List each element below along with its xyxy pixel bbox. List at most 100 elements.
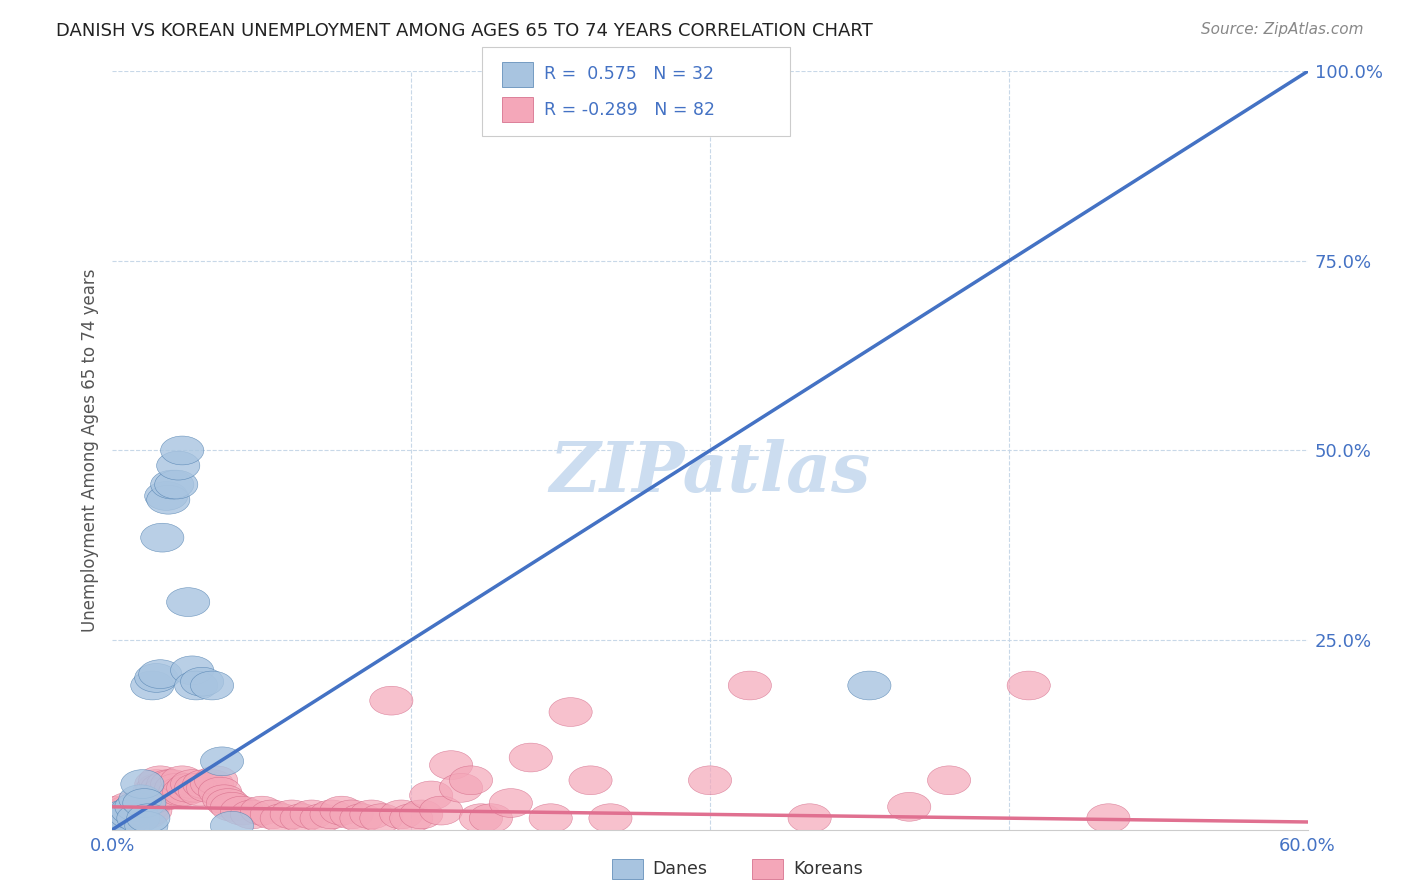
Ellipse shape [330,800,373,829]
Ellipse shape [108,800,152,829]
Text: Source: ZipAtlas.com: Source: ZipAtlas.com [1201,22,1364,37]
Ellipse shape [145,482,188,510]
Ellipse shape [107,812,150,840]
Ellipse shape [299,804,343,832]
Ellipse shape [141,773,184,802]
Text: Koreans: Koreans [793,860,863,878]
Ellipse shape [174,773,218,802]
Ellipse shape [250,800,294,829]
Ellipse shape [180,667,224,696]
Ellipse shape [207,789,250,817]
Ellipse shape [150,770,194,798]
Ellipse shape [787,804,831,832]
Ellipse shape [112,797,156,825]
Text: R =  0.575   N = 32: R = 0.575 N = 32 [544,65,714,83]
Ellipse shape [103,800,146,829]
Ellipse shape [160,436,204,465]
Ellipse shape [108,804,152,832]
Ellipse shape [548,698,592,726]
Ellipse shape [419,797,463,825]
Ellipse shape [1087,804,1130,832]
Y-axis label: Unemployment Among Ages 65 to 74 years: Unemployment Among Ages 65 to 74 years [80,268,98,632]
Text: ZIPatlas: ZIPatlas [550,440,870,507]
Ellipse shape [94,797,138,825]
Ellipse shape [190,671,233,700]
Ellipse shape [928,766,970,795]
Ellipse shape [569,766,612,795]
Ellipse shape [166,588,209,616]
Ellipse shape [529,804,572,832]
Ellipse shape [174,671,218,700]
Ellipse shape [689,766,731,795]
Ellipse shape [122,797,166,825]
Ellipse shape [183,770,226,798]
Ellipse shape [187,773,229,802]
Ellipse shape [170,770,214,798]
Text: DANISH VS KOREAN UNEMPLOYMENT AMONG AGES 65 TO 74 YEARS CORRELATION CHART: DANISH VS KOREAN UNEMPLOYMENT AMONG AGES… [56,22,873,40]
Ellipse shape [728,671,772,700]
Ellipse shape [321,797,363,825]
Ellipse shape [131,671,174,700]
Ellipse shape [159,777,202,806]
Ellipse shape [309,800,353,829]
Ellipse shape [211,812,253,840]
Ellipse shape [470,804,513,832]
Ellipse shape [142,777,186,806]
Ellipse shape [370,686,413,715]
Ellipse shape [125,812,167,840]
Ellipse shape [240,797,284,825]
Ellipse shape [270,800,314,829]
Ellipse shape [146,485,190,514]
Ellipse shape [121,770,165,798]
Ellipse shape [103,800,146,829]
Ellipse shape [290,800,333,829]
Ellipse shape [101,804,143,832]
Ellipse shape [201,747,243,776]
Ellipse shape [125,800,167,829]
Ellipse shape [139,660,181,689]
Ellipse shape [489,789,533,817]
Ellipse shape [166,773,209,802]
Ellipse shape [460,804,502,832]
Ellipse shape [101,804,143,832]
Ellipse shape [131,785,174,814]
Ellipse shape [887,792,931,822]
Ellipse shape [202,785,246,814]
Ellipse shape [340,804,382,832]
Ellipse shape [260,804,304,832]
Ellipse shape [429,751,472,780]
Text: R = -0.289   N = 82: R = -0.289 N = 82 [544,101,716,119]
Ellipse shape [111,797,155,825]
Ellipse shape [139,766,181,795]
Ellipse shape [360,804,404,832]
Ellipse shape [350,800,394,829]
Ellipse shape [115,792,157,822]
Ellipse shape [211,792,253,822]
Ellipse shape [194,766,238,795]
Ellipse shape [155,773,198,802]
Ellipse shape [117,800,160,829]
Ellipse shape [127,804,170,832]
Ellipse shape [115,792,157,822]
Ellipse shape [132,777,176,806]
Ellipse shape [135,770,179,798]
Ellipse shape [160,766,204,795]
Ellipse shape [1007,671,1050,700]
Ellipse shape [145,781,188,810]
Ellipse shape [135,664,179,692]
Ellipse shape [117,804,160,832]
Ellipse shape [221,797,263,825]
Ellipse shape [450,766,492,795]
Ellipse shape [156,451,200,480]
Ellipse shape [118,785,162,814]
Ellipse shape [198,777,242,806]
Ellipse shape [280,804,323,832]
Ellipse shape [141,524,184,552]
Ellipse shape [179,777,222,806]
Ellipse shape [409,781,453,810]
Text: Danes: Danes [652,860,707,878]
Ellipse shape [163,777,205,806]
Ellipse shape [440,773,482,802]
Ellipse shape [146,770,190,798]
Ellipse shape [389,804,433,832]
